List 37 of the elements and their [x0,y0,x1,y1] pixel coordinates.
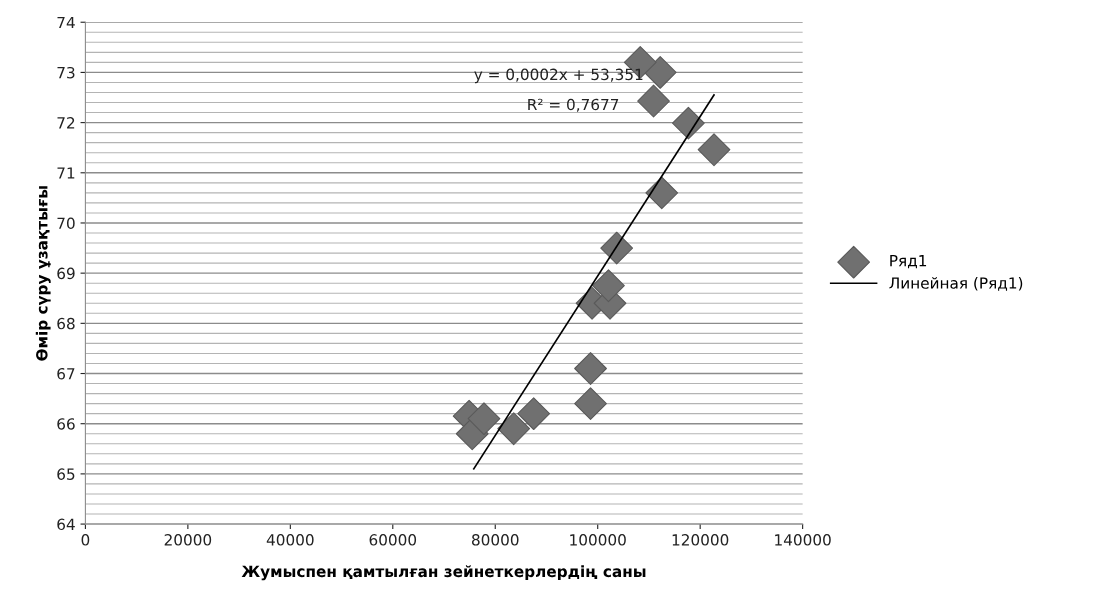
x-tick-label: 20000 [164,534,212,546]
annotation: y = 0,0002x + 53,351 [474,68,643,84]
x-tick-label: 60000 [369,534,417,546]
y-tick-label: 71 [57,167,75,179]
x-tick-label: 0 [81,534,90,546]
point [637,84,670,118]
point [467,402,501,436]
y-tick-label: 72 [57,117,75,129]
legend-label: Линейная (Ряд1) [889,276,1023,291]
point [672,106,705,140]
y-tick-label: 65 [57,468,75,480]
y-axis-title: Өмір сүру ұзақтығы [35,186,51,361]
legend-label: Ряд1 [890,255,927,269]
y-tick-label: 64 [57,518,75,531]
x-tick-label: 100000 [570,534,626,546]
x-tick-label: 120000 [672,534,729,546]
point [574,352,607,385]
y-tick-label: 74 [57,16,75,29]
point [643,56,677,89]
point [697,133,731,167]
x-tick-label: 80000 [471,534,519,546]
point [574,387,607,421]
point [497,412,531,446]
x-tick-label: 140000 [775,534,831,546]
point [517,397,551,431]
point [600,231,634,265]
y-tick-label: 67 [57,367,75,380]
point [592,269,625,303]
y-tick-label: 68 [57,317,75,330]
x-axis-title: Жумыспен қамтылған зейнеткерлердің саны [241,565,646,581]
point [645,176,679,210]
y-tick-label: 70 [57,217,75,229]
x-tick-label: 40000 [266,534,314,546]
y-tick-label: 73 [57,66,75,79]
y-tick-label: 69 [57,267,75,280]
annotation: R² = 0,7677 [528,98,619,112]
y-tick-label: 66 [57,418,75,430]
